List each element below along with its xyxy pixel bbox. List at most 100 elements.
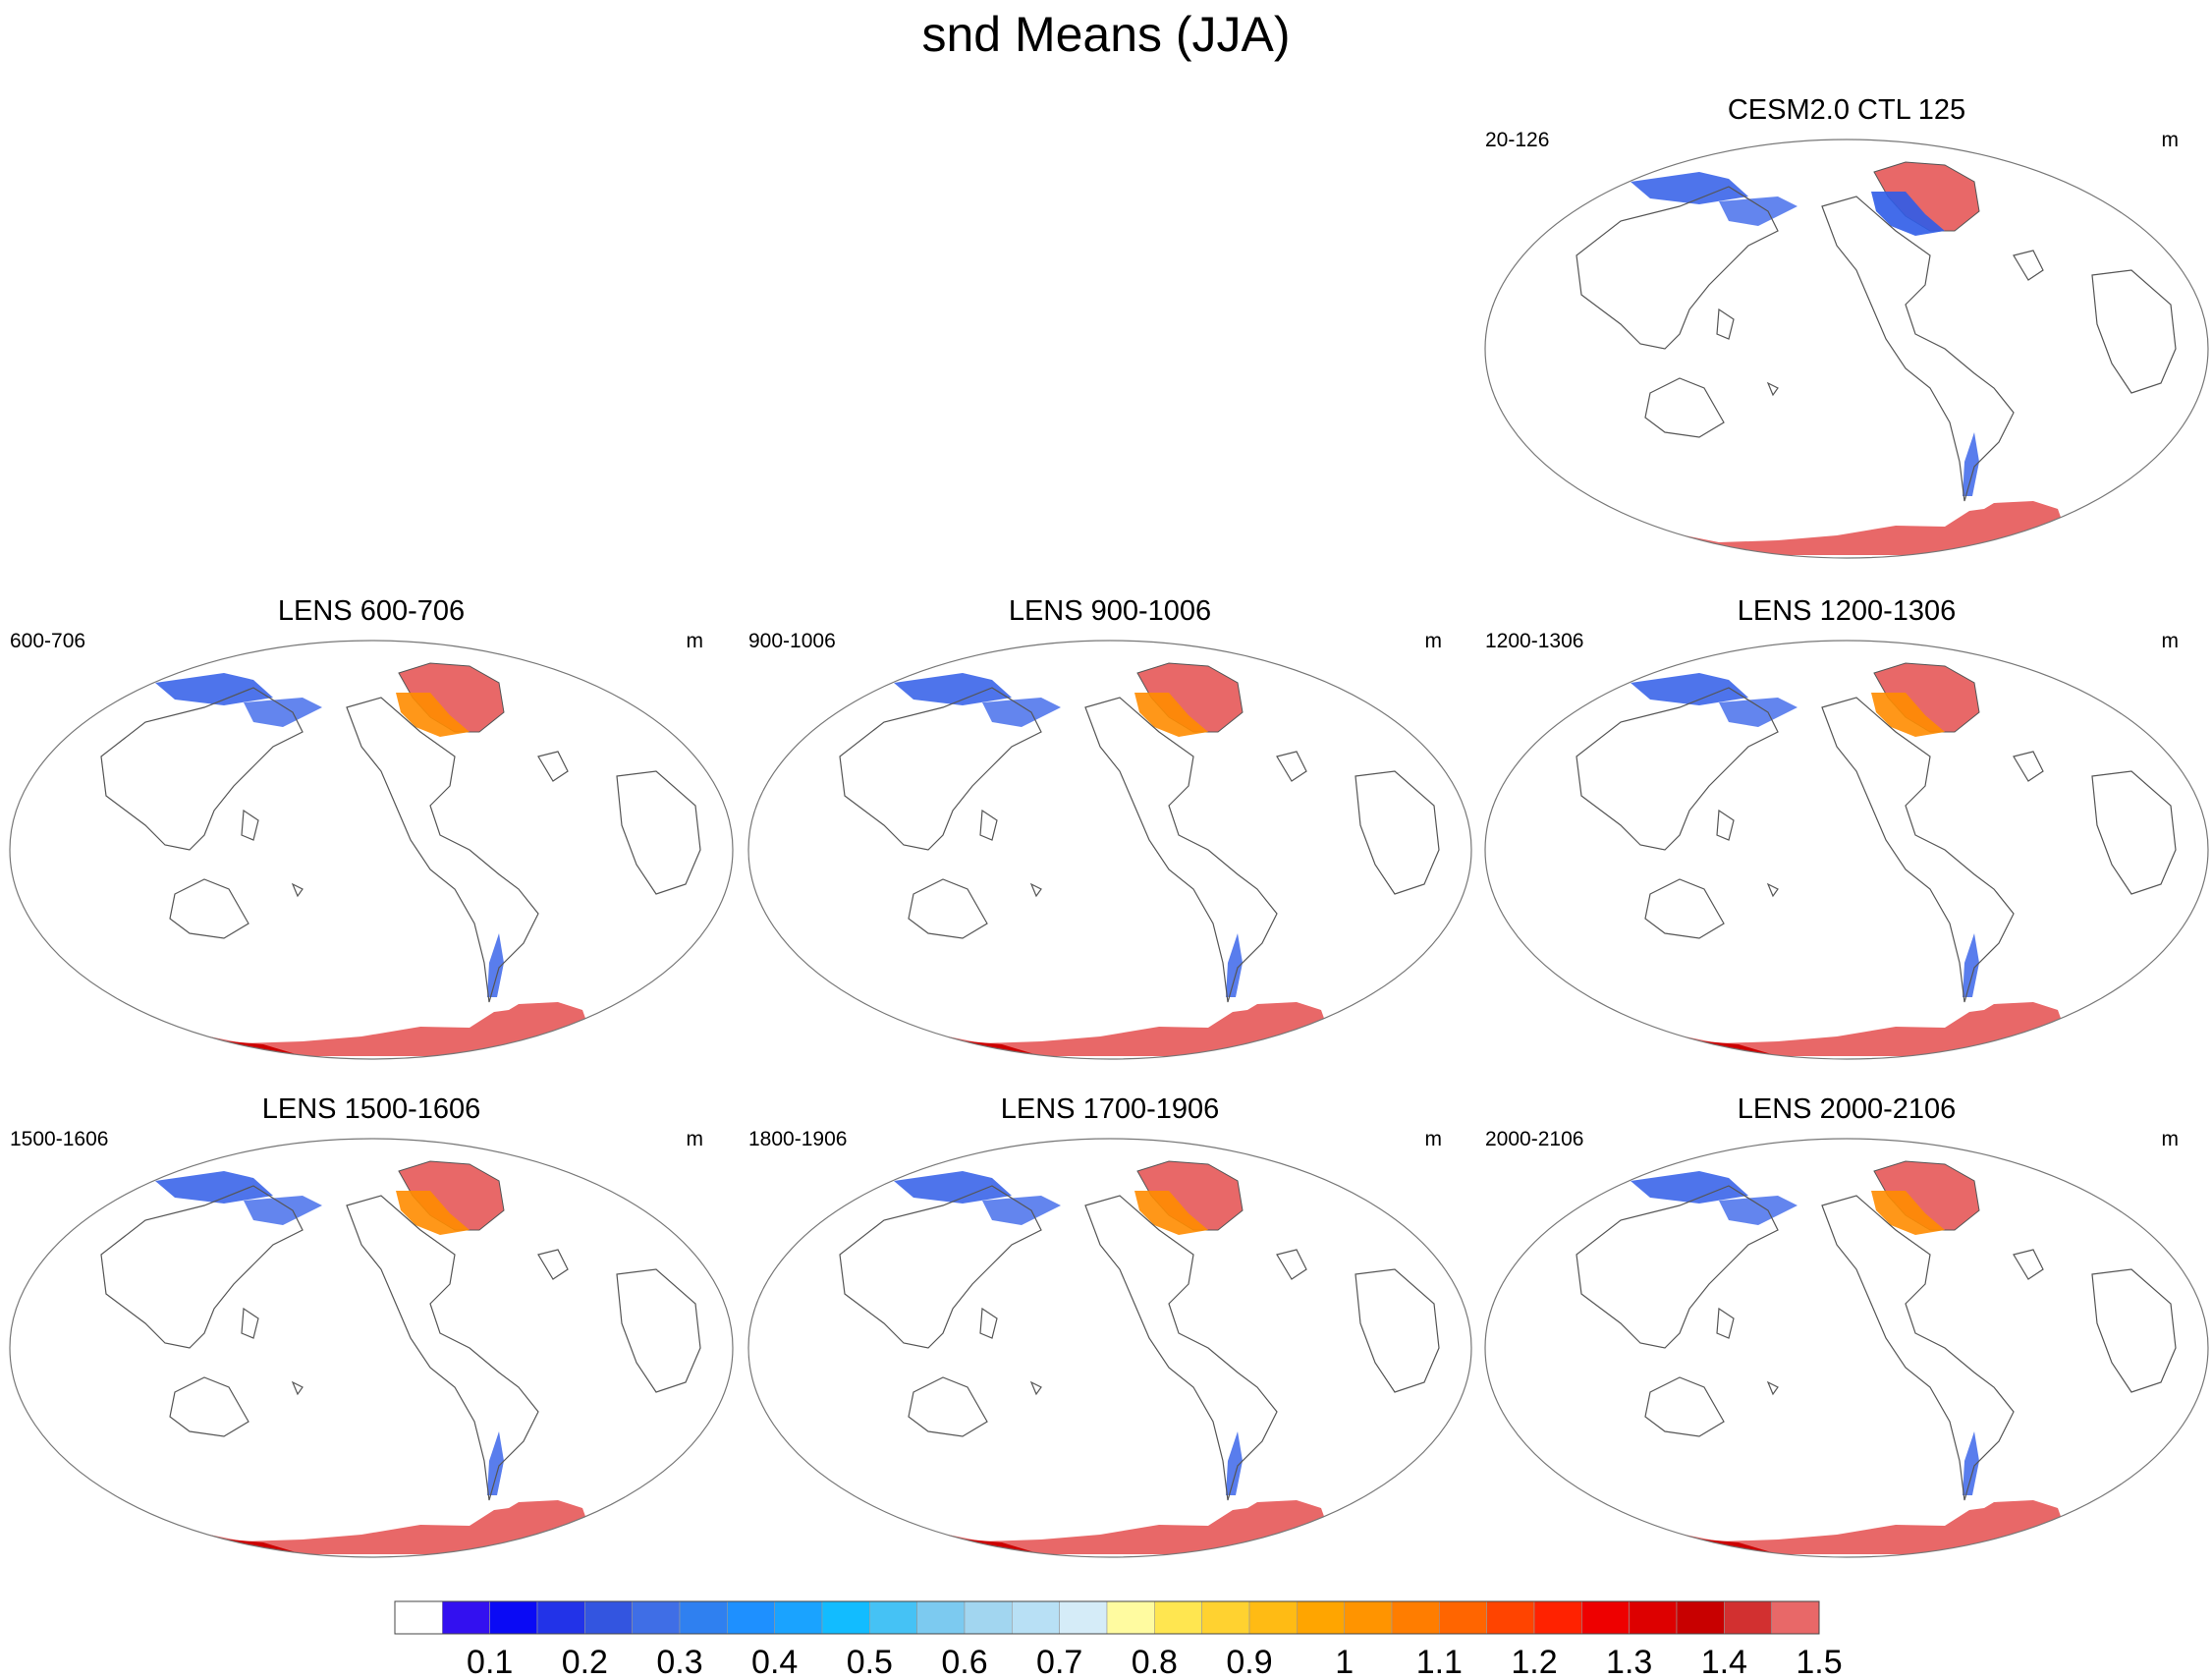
coastline bbox=[2013, 1249, 2044, 1280]
colorbar-swatch bbox=[1486, 1600, 1535, 1635]
colorbar-swatch bbox=[1154, 1600, 1202, 1635]
panel-period-label: 1800-1906 bbox=[748, 1128, 848, 1150]
panel-title: CESM2.0 CTL 125 bbox=[1727, 94, 1966, 126]
coastline bbox=[537, 1249, 569, 1280]
coastline bbox=[1821, 1195, 2015, 1501]
coastline bbox=[2091, 269, 2177, 394]
colorbar-swatch bbox=[1201, 1600, 1250, 1635]
colorbar-tick-label: 1 bbox=[1335, 1644, 1354, 1680]
colorbar-swatch bbox=[442, 1600, 490, 1635]
map-panel-lens900: LENS 900-1006 900-1006 m bbox=[747, 594, 1473, 1086]
colorbar-swatch bbox=[679, 1600, 728, 1635]
coastline bbox=[1716, 809, 1735, 841]
andes-snow bbox=[1963, 432, 1979, 496]
colorbar-tick-label: 0.2 bbox=[562, 1644, 608, 1680]
coastline bbox=[241, 1307, 259, 1339]
colorbar-tick-label: 0.8 bbox=[1132, 1644, 1178, 1680]
coastline bbox=[1766, 381, 1779, 397]
siberia-snow bbox=[894, 1171, 1012, 1204]
colorbar-swatch bbox=[536, 1600, 585, 1635]
map-outline bbox=[1484, 640, 2209, 1060]
kamchatka-snow bbox=[1719, 196, 1797, 226]
panel-units-label: m bbox=[1424, 630, 1443, 652]
antarctica-snow bbox=[1631, 1002, 2063, 1056]
panel-period-label: 1200-1306 bbox=[1485, 630, 1584, 652]
coastline bbox=[908, 878, 988, 939]
colorbar-swatch bbox=[821, 1600, 870, 1635]
kamchatka-snow bbox=[982, 1196, 1061, 1225]
kamchatka-snow bbox=[1719, 1196, 1797, 1225]
coastline bbox=[1644, 377, 1725, 438]
coastline bbox=[291, 1380, 304, 1396]
colorbar-swatch bbox=[1344, 1600, 1393, 1635]
coastline bbox=[839, 1185, 1042, 1349]
andes-snow bbox=[487, 933, 504, 997]
coastline bbox=[169, 878, 249, 939]
coastline bbox=[2091, 770, 2177, 895]
colorbar-tick-label: 0.4 bbox=[751, 1644, 798, 1680]
coastline bbox=[1355, 770, 1440, 895]
andes-snow bbox=[1963, 933, 1979, 997]
antarctica-snow bbox=[155, 1500, 587, 1554]
siberia-snow bbox=[1631, 172, 1748, 204]
panel-period-label: 20-126 bbox=[1485, 129, 1550, 151]
coastline bbox=[839, 687, 1042, 851]
coastline bbox=[1821, 697, 2015, 1003]
siberia-snow bbox=[894, 673, 1012, 705]
colorbar-swatch bbox=[1106, 1600, 1155, 1635]
panel-units-label: m bbox=[1424, 1128, 1443, 1150]
antarctica-snow bbox=[1631, 501, 2063, 555]
colorbar-swatch bbox=[1581, 1600, 1630, 1635]
colorbar-swatch bbox=[1012, 1600, 1060, 1635]
coastline bbox=[1576, 1185, 1779, 1349]
coastline bbox=[908, 1376, 988, 1437]
andes-snow bbox=[1963, 1431, 1979, 1495]
panel-title: LENS 1200-1306 bbox=[1737, 595, 1957, 627]
coastline bbox=[1084, 1195, 1278, 1501]
map-outline bbox=[1484, 1138, 2209, 1558]
coastline bbox=[1644, 1376, 1725, 1437]
panel-title: LENS 1500-1606 bbox=[261, 1093, 481, 1125]
colorbar-swatch bbox=[632, 1600, 681, 1635]
colorbar-swatch bbox=[964, 1600, 1013, 1635]
coastline bbox=[1766, 882, 1779, 898]
colorbar-tick-label: 0.5 bbox=[847, 1644, 893, 1680]
coastline bbox=[169, 1376, 249, 1437]
colorbar-tick-label: 1.2 bbox=[1511, 1644, 1557, 1680]
colorbar-swatch bbox=[1059, 1600, 1108, 1635]
panel-period-label: 600-706 bbox=[10, 630, 86, 652]
coastline bbox=[1355, 1268, 1440, 1393]
kamchatka-snow bbox=[244, 1196, 322, 1225]
panel-title: LENS 900-1006 bbox=[1008, 595, 1212, 627]
andes-snow bbox=[1226, 1431, 1243, 1495]
siberia-snow bbox=[1631, 673, 1748, 705]
coastline bbox=[616, 1268, 701, 1393]
coastline bbox=[1576, 186, 1779, 350]
coastline bbox=[100, 1185, 304, 1349]
colorbar-frame bbox=[394, 1600, 1820, 1635]
coastline bbox=[979, 809, 998, 841]
panel-units-label: m bbox=[2161, 129, 2180, 151]
colorbar-swatch bbox=[1533, 1600, 1582, 1635]
coastline bbox=[979, 1307, 998, 1339]
map-outline bbox=[747, 1138, 1472, 1558]
map-outline bbox=[1484, 139, 2209, 559]
siberia-snow bbox=[155, 673, 273, 705]
panel-period-label: 1500-1606 bbox=[10, 1128, 109, 1150]
map-panel-lens2000: LENS 2000-2106 2000-2106 m bbox=[1483, 1092, 2210, 1584]
map-outline bbox=[747, 640, 1472, 1060]
kamchatka-snow bbox=[244, 698, 322, 727]
coastline bbox=[1644, 878, 1725, 939]
map-panel-lens1500: LENS 1500-1606 1500-1606 m bbox=[8, 1092, 735, 1584]
colorbar-swatch bbox=[774, 1600, 823, 1635]
robinson-map bbox=[1484, 640, 2209, 1060]
coastline bbox=[2013, 250, 2044, 281]
siberia-snow bbox=[155, 1171, 273, 1204]
coastline bbox=[241, 809, 259, 841]
panel-units-label: m bbox=[2161, 1128, 2180, 1150]
coastline bbox=[2091, 1268, 2177, 1393]
colorbar-swatch bbox=[1629, 1600, 1678, 1635]
robinson-map bbox=[1484, 139, 2209, 559]
colorbar-tick-label: 1.5 bbox=[1796, 1644, 1842, 1680]
